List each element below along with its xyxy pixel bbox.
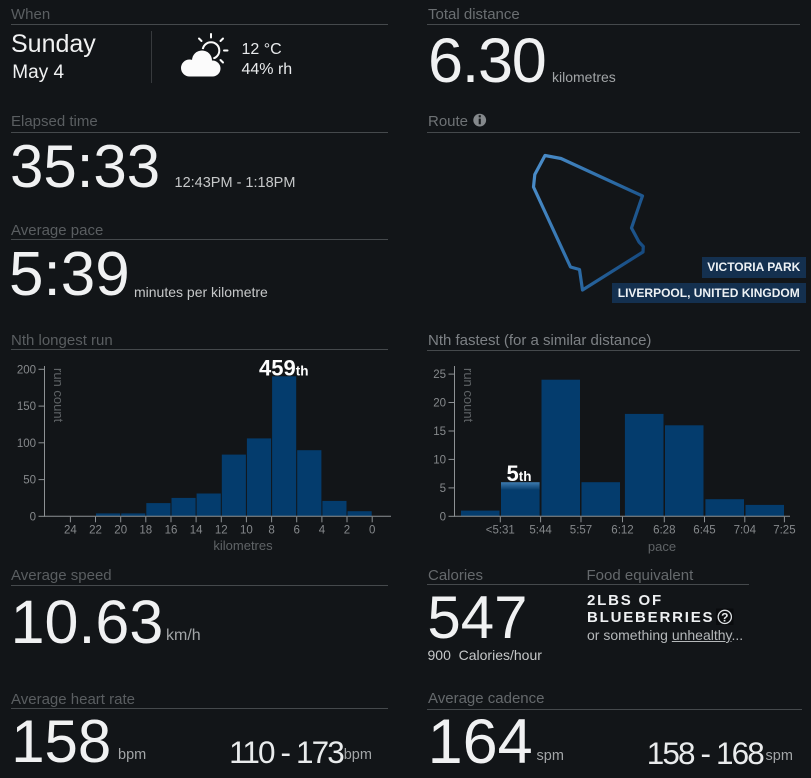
svg-text:pace: pace <box>648 539 676 554</box>
svg-text:6:12: 6:12 <box>611 525 633 537</box>
svg-text:10: 10 <box>240 525 253 537</box>
svg-text:5th: 5th <box>507 461 532 486</box>
svg-text:10: 10 <box>433 454 446 466</box>
svg-text:16: 16 <box>165 525 178 537</box>
svg-text:20: 20 <box>433 398 446 410</box>
svg-text:200: 200 <box>17 364 36 376</box>
svg-text:18: 18 <box>139 525 152 537</box>
svg-text:150: 150 <box>17 401 36 413</box>
svg-text:2: 2 <box>344 525 350 537</box>
svg-text:0: 0 <box>369 525 375 537</box>
svg-text:5:44: 5:44 <box>529 525 552 537</box>
svg-text:0: 0 <box>440 511 446 523</box>
svg-text:6:45: 6:45 <box>693 525 715 537</box>
svg-text:20: 20 <box>114 525 127 537</box>
svg-text:run count: run count <box>461 368 476 423</box>
svg-text:459th: 459th <box>259 355 308 380</box>
svg-text:22: 22 <box>89 525 102 537</box>
svg-text:7:25: 7:25 <box>773 525 795 537</box>
svg-text:24: 24 <box>64 525 77 537</box>
svg-text:5:57: 5:57 <box>570 525 592 537</box>
svg-text:25: 25 <box>433 369 446 381</box>
svg-text:12: 12 <box>215 525 228 537</box>
svg-text:7:04: 7:04 <box>734 525 757 537</box>
svg-text:6:28: 6:28 <box>653 525 675 537</box>
svg-text:?: ? <box>721 610 728 624</box>
svg-text:14: 14 <box>190 525 203 537</box>
svg-text:4: 4 <box>319 525 326 537</box>
svg-text:run count: run count <box>51 368 66 423</box>
svg-text:15: 15 <box>433 426 446 438</box>
svg-text:100: 100 <box>17 438 36 450</box>
svg-text:0: 0 <box>30 511 36 523</box>
svg-text:5: 5 <box>440 483 446 495</box>
svg-text:50: 50 <box>23 475 36 487</box>
svg-text:<5:31: <5:31 <box>486 525 515 537</box>
svg-text:kilometres: kilometres <box>213 538 273 553</box>
svg-text:6: 6 <box>293 525 299 537</box>
svg-text:8: 8 <box>268 525 274 537</box>
